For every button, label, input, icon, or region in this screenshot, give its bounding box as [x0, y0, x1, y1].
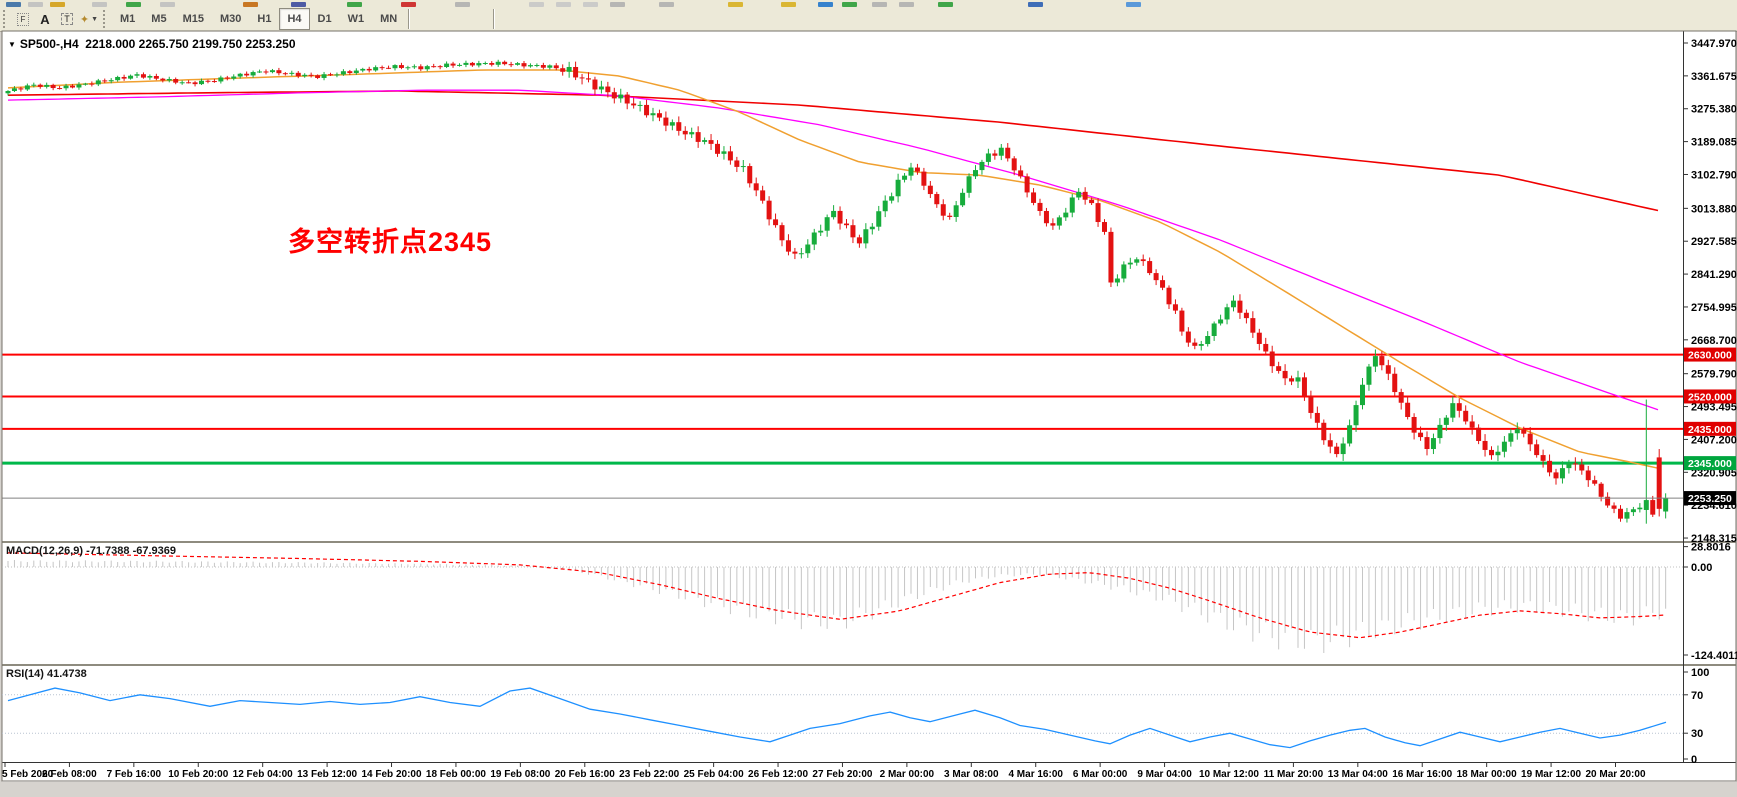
time-tick-label: 2 Mar 00:00: [880, 769, 935, 780]
time-tick-label: 4 Mar 16:00: [1008, 769, 1063, 780]
time-tick-label: 20 Feb 16:00: [555, 769, 615, 780]
price-label-2253.250: 2253.250: [1688, 493, 1732, 505]
time-tick-label: 7 Feb 16:00: [107, 769, 162, 780]
time-tick-label: 13 Mar 04:00: [1328, 769, 1388, 780]
price-label-2345.000: 2345.000: [1688, 458, 1732, 470]
time-tick-label: 26 Feb 12:00: [748, 769, 808, 780]
rsi-pane[interactable]: [2, 666, 1736, 762]
rsi-scale-label: 100: [1691, 667, 1709, 679]
time-tick-label: 23 Feb 22:00: [619, 769, 679, 780]
price-tick-label: 3361.675: [1691, 71, 1737, 83]
chart-title: ▼ SP500-,H4 2218.000 2265.750 2199.750 22…: [8, 37, 296, 51]
macd-pane[interactable]: [2, 543, 1736, 664]
time-tick-label: 12 Feb 04:00: [233, 769, 293, 780]
price-tick-label: 3102.790: [1691, 169, 1737, 181]
macd-values: -71.7388 -67.9369: [86, 545, 176, 557]
time-tick-label: 18 Mar 00:00: [1457, 769, 1517, 780]
price-tick-label: 3447.970: [1691, 38, 1737, 50]
rsi-value: 41.4738: [47, 668, 87, 680]
time-tick-label: 11 Mar 20:00: [1264, 769, 1324, 780]
price-tick-label: 2579.790: [1691, 369, 1737, 381]
time-tick-label: 27 Feb 20:00: [812, 769, 872, 780]
chart-canvas[interactable]: 3447.970 3361.675 3275.380 3189.085 3102.790…: [0, 0, 1737, 797]
chart-annotation-text[interactable]: 多空转折点2345: [288, 220, 492, 259]
time-tick-label: 18 Feb 00:00: [426, 769, 486, 780]
time-tick-label: 20 Mar 20:00: [1585, 769, 1645, 780]
price-label-2520.000: 2520.000: [1688, 391, 1732, 403]
rsi-scale-label: 70: [1691, 690, 1703, 702]
time-tick-label: 6 Feb 08:00: [42, 769, 97, 780]
time-tick-label: 3 Mar 08:00: [944, 769, 999, 780]
time-tick-label: 13 Feb 12:00: [297, 769, 357, 780]
chart-title-symbol: SP500-,H4: [20, 37, 79, 51]
price-tick-label: 2754.995: [1691, 302, 1737, 314]
rsi-scale-label: 0: [1691, 754, 1697, 766]
price-tick-label: 3275.380: [1691, 104, 1737, 116]
time-tick-label: 10 Feb 20:00: [168, 769, 228, 780]
time-tick-label: 25 Feb 04:00: [684, 769, 744, 780]
time-tick-label: 19 Mar 12:00: [1521, 769, 1581, 780]
time-tick-label: 6 Mar 00:00: [1073, 769, 1128, 780]
chart-title-ohlc: 2218.000 2265.750 2199.750 2253.250: [85, 37, 295, 51]
time-tick-label: 19 Feb 08:00: [490, 769, 550, 780]
macd-name: MACD(12,26,9): [6, 545, 83, 557]
price-tick-label: 2407.200: [1691, 434, 1737, 446]
price-label-2630.000: 2630.000: [1688, 350, 1732, 362]
time-tick-label: 10 Mar 12:00: [1199, 769, 1259, 780]
macd-scale-label: 0.00: [1691, 562, 1712, 574]
time-tick-label: 9 Mar 04:00: [1137, 769, 1192, 780]
price-tick-label: 3013.880: [1691, 203, 1737, 215]
price-tick-label: 2927.585: [1691, 236, 1737, 248]
rsi-indicator-label: RSI(14) 41.4738: [6, 668, 87, 680]
macd-scale-label: 28.8016: [1691, 542, 1731, 554]
rsi-name: RSI(14): [6, 668, 44, 680]
price-tick-label: 3189.085: [1691, 137, 1737, 149]
rsi-scale-label: 30: [1691, 728, 1703, 740]
macd-indicator-label: MACD(12,26,9) -71.7388 -67.9369: [6, 545, 176, 557]
price-tick-label: 2841.290: [1691, 269, 1737, 281]
time-tick-label: 16 Mar 16:00: [1392, 769, 1452, 780]
price-tick-label: 2668.700: [1691, 335, 1737, 347]
time-tick-label: 14 Feb 20:00: [361, 769, 421, 780]
mt4-window: { "window": { "title_symbol": "SP500-,H4…: [0, 0, 1737, 797]
price-label-2435.000: 2435.000: [1688, 424, 1732, 436]
macd-scale-label: -124.4011: [1691, 650, 1737, 662]
symbol-dropdown-icon[interactable]: ▼: [8, 40, 16, 49]
